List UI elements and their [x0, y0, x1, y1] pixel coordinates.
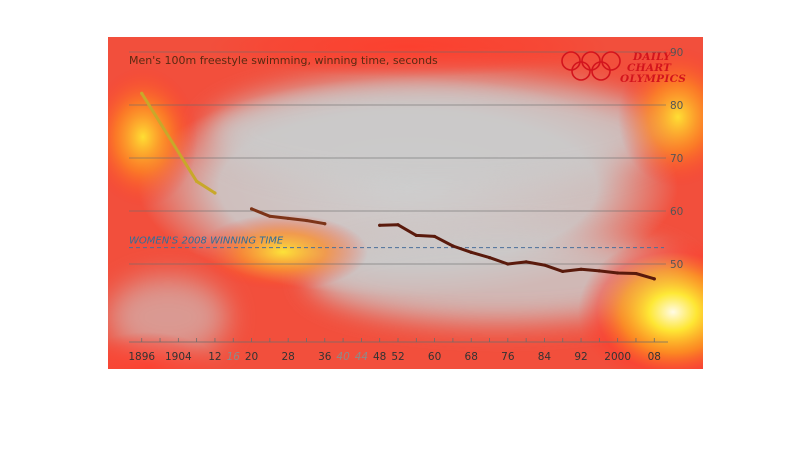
- data-point-1964: [451, 244, 455, 248]
- data-point-1992: [579, 267, 583, 271]
- x-tick-label-1960: 60: [428, 351, 441, 363]
- x-tick-label-1976: 76: [501, 351, 515, 363]
- x-tick-label-1992: 92: [574, 351, 587, 363]
- x-tick-label-1920: 20: [245, 351, 258, 363]
- y-tick-label-80: 80: [670, 100, 683, 112]
- brand-line-2: CHART: [627, 62, 672, 74]
- y-tick-label-90: 90: [670, 47, 683, 59]
- data-point-1952: [396, 223, 400, 227]
- data-point-1960: [433, 234, 437, 239]
- x-tick-label-1936: 36: [318, 351, 332, 363]
- heatmap-overlay: [108, 37, 703, 369]
- data-point-1924: [268, 214, 272, 218]
- x-tick-label-2008: 08: [648, 351, 661, 363]
- data-point-2008: [652, 277, 656, 281]
- data-point-2000: [616, 271, 620, 275]
- x-tick-label-1952: 52: [391, 351, 404, 363]
- series-lines: [140, 91, 656, 281]
- data-point-1896: [140, 91, 144, 95]
- x-tick-label-1984: 84: [538, 351, 552, 363]
- y-axis: 50 60 70 80 90: [670, 47, 683, 271]
- x-tick-label-1896: 1896: [128, 351, 155, 363]
- chart-svg: 50 60 70 80 90 1896 1904 12 16 20 28 36 40 44 48 52 60 6…: [108, 37, 703, 369]
- data-point-1936: [323, 222, 327, 226]
- x-tick-label-1948: 48: [373, 351, 386, 363]
- data-point-1972: [487, 256, 492, 260]
- data-point-1912: [213, 191, 217, 195]
- data-point-1920: [249, 207, 254, 211]
- brand-line-1: DAILY: [632, 51, 672, 63]
- x-tick-label-1928: 28: [281, 351, 294, 363]
- series-segment-3: [378, 223, 656, 281]
- x-tick-label-1904: 1904: [165, 351, 192, 363]
- y-tick-label-50: 50: [670, 259, 683, 271]
- data-point-1932: [304, 218, 309, 223]
- data-point-1928: [286, 216, 290, 221]
- x-axis: 1896 1904 12 16 20 28 36 40 44 48 52 60 68 76 84 92 2000…: [128, 338, 668, 363]
- x-tick-label-1944: 44: [355, 351, 368, 363]
- x-tick-label-1940: 40: [336, 351, 350, 363]
- grid-lines: [129, 51, 666, 265]
- x-tick-label-1912: 12: [208, 351, 221, 363]
- data-point-1968: [469, 250, 473, 254]
- data-point-2004: [634, 271, 638, 276]
- brand-line-3: OLYMPICS: [620, 73, 686, 85]
- y-tick-label-70: 70: [670, 153, 683, 165]
- x-tick-label-1916: 16: [227, 351, 241, 363]
- data-point-1976: [506, 262, 510, 266]
- chart-panel: 50 60 70 80 90 1896 1904 12 16 20 28 36 40 44 48 52 60 6…: [108, 37, 703, 369]
- x-tick-label-1968: 68: [465, 351, 478, 363]
- x-tick-label-2000: 2000: [604, 351, 631, 363]
- data-point-1948: [378, 223, 382, 227]
- reference-line-label: WOMEN'S 2008 WINNING TIME: [129, 236, 284, 247]
- data-point-1956: [414, 233, 418, 237]
- olympic-rings-icon: [561, 51, 621, 81]
- reference-line-group: WOMEN'S 2008 WINNING TIME: [129, 236, 664, 249]
- data-point-1988: [561, 269, 565, 274]
- data-point-1996: [597, 269, 601, 273]
- data-point-1984: [542, 263, 547, 267]
- y-tick-label-60: 60: [670, 206, 683, 218]
- data-point-1980: [524, 260, 528, 264]
- data-point-1908: [195, 179, 199, 183]
- chart-title: Men's 100m freestyle swimming, winning t…: [129, 54, 438, 67]
